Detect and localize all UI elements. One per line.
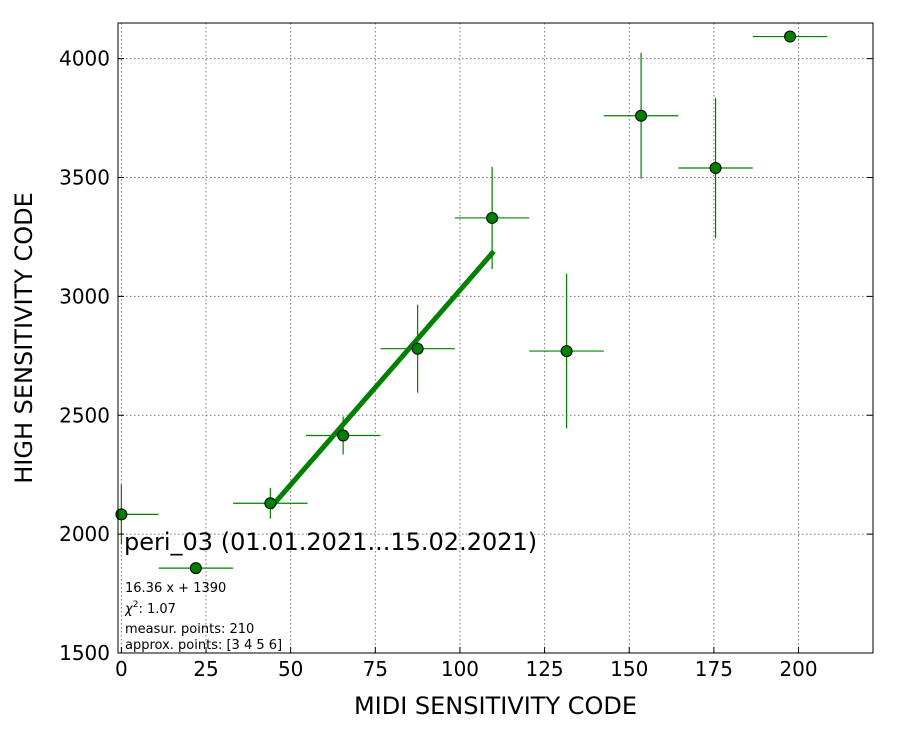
data-point <box>337 429 350 442</box>
data-point <box>784 30 797 43</box>
data-point <box>264 497 277 510</box>
chi2-exponent: 2 <box>133 600 139 610</box>
y-tick-label: 4000 <box>59 47 110 71</box>
x-tick-label: 125 <box>525 657 563 681</box>
error-bars <box>118 35 828 569</box>
y-tick-label: 3000 <box>59 284 110 308</box>
y-tick-label: 2500 <box>59 403 110 427</box>
x-axis-label: MIDI SENSITIVITY CODE <box>354 692 637 720</box>
annotation-approx-points: approx. points: [3 4 5 6] <box>125 638 282 653</box>
x-tick-label: 100 <box>441 657 479 681</box>
data-points <box>115 30 797 575</box>
x-tick-label: 75 <box>363 657 388 681</box>
data-point <box>635 109 648 122</box>
grid <box>118 23 873 654</box>
ticks: 0 25 50 75 100 125 150 175 200 1500 2000 2500 3000 35… <box>59 47 873 681</box>
data-point <box>486 211 499 224</box>
x-tick-label: 175 <box>695 657 733 681</box>
data-point <box>411 342 424 355</box>
data-point <box>189 562 202 575</box>
fit-line <box>268 249 496 510</box>
data-point <box>560 345 573 358</box>
data-point <box>709 162 722 175</box>
x-tick-label: 0 <box>115 657 128 681</box>
fit-line-layer <box>268 249 496 510</box>
annotation-measur-points: measur. points: 210 <box>125 622 254 637</box>
annotation-chi2: χ2: 1.07 <box>124 600 176 617</box>
y-axis-label: HIGH SENSITIVITY CODE <box>10 192 38 484</box>
x-tick-label: 200 <box>779 657 817 681</box>
y-tick-label: 3500 <box>59 166 110 190</box>
x-tick-label: 150 <box>610 657 648 681</box>
x-tick-label: 25 <box>193 657 218 681</box>
chi2-symbol: χ <box>124 602 134 617</box>
chi2-value: : 1.07 <box>138 602 175 617</box>
y-tick-label: 1500 <box>59 641 110 665</box>
plot-frame <box>117 22 874 654</box>
annotation-equation: 16.36 x + 1390 <box>125 581 226 596</box>
y-tick-label: 2000 <box>59 522 110 546</box>
x-tick-label: 50 <box>278 657 303 681</box>
data-point <box>115 508 128 521</box>
annotation-title: peri_03 (01.01.2021...15.02.2021) <box>124 528 537 556</box>
